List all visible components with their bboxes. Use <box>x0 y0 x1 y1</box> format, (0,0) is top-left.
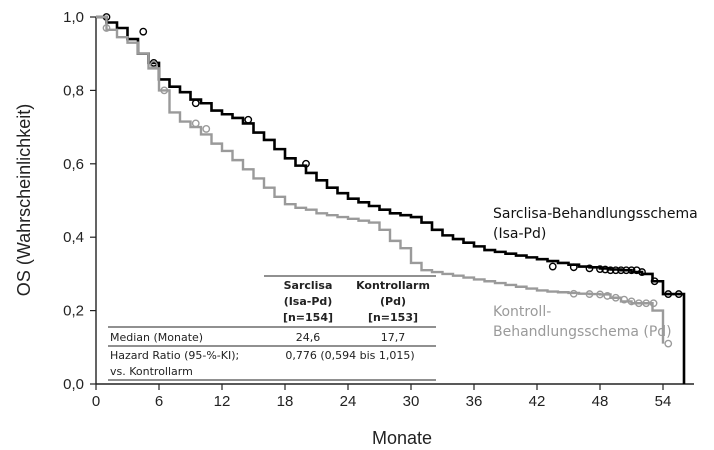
series-label-kontroll-line-2: Behandlungsschema (Pd) <box>493 324 672 340</box>
censor-mark-sarclisa <box>622 266 631 275</box>
col-header-sarclisa-3: [n=154] <box>283 311 333 324</box>
x-tick-label: 42 <box>529 393 546 410</box>
y-tick-label: 0,0 <box>63 376 84 393</box>
censor-mark-kontroll <box>191 119 200 128</box>
censor-mark-sarclisa <box>601 265 610 274</box>
censor-mark-sarclisa <box>638 268 646 276</box>
y-tick-label: 0,6 <box>63 156 84 173</box>
survival-curves <box>96 13 686 384</box>
series-label-sarclisa: Sarclisa-Behandlungsschema (Isa-Pd) <box>493 206 698 242</box>
censor-mark-sarclisa <box>191 99 200 108</box>
x-tick-label: 12 <box>214 393 231 410</box>
series-label-kontroll-line-1: Kontroll- <box>493 304 551 320</box>
censor-mark-kontroll <box>585 290 594 298</box>
y-tick-label: 1,0 <box>63 9 84 26</box>
censor-mark-sarclisa <box>302 159 310 168</box>
censor-mark-kontroll <box>102 24 111 32</box>
x-ticks: 0 6 12 18 24 30 36 42 48 54 <box>92 384 672 410</box>
censor-mark-kontroll <box>160 86 169 95</box>
censor-mark-sarclisa <box>617 266 625 275</box>
summary-table: Sarclisa (Isa-Pd) [n=154] Kontrollarm (P… <box>108 274 438 382</box>
censor-mark-sarclisa <box>569 263 578 272</box>
series-label-sarclisa-line-2: (Isa-Pd) <box>493 226 546 242</box>
censor-mark-sarclisa <box>244 115 253 124</box>
y-ticks: 0,0 0,2 0,4 0,6 0,8 1,0 <box>63 9 96 393</box>
censor-mark-sarclisa <box>674 290 683 298</box>
censor-mark-sarclisa <box>664 290 673 298</box>
censor-mark-sarclisa <box>611 266 620 275</box>
x-tick-label: 18 <box>277 393 294 410</box>
col-header-kontroll-2: (Pd) <box>380 295 406 308</box>
row-median-label: Median (Monate) <box>110 331 203 344</box>
censor-mark-sarclisa <box>606 266 615 275</box>
row-median-kontroll: 17,7 <box>381 331 406 344</box>
x-tick-label: 48 <box>592 393 609 410</box>
y-tick-label: 0,4 <box>63 229 84 246</box>
x-tick-label: 0 <box>92 393 100 410</box>
y-tick-label: 0,2 <box>63 303 84 320</box>
censor-mark-kontroll <box>202 125 211 133</box>
x-axis-title: Monate <box>372 428 432 448</box>
x-tick-label: 24 <box>340 393 357 410</box>
col-header-sarclisa-2: (Isa-Pd) <box>284 295 333 308</box>
series-label-sarclisa-line-1: Sarclisa-Behandlungsschema <box>493 206 698 222</box>
censor-mark-kontroll <box>620 295 629 304</box>
censor-mark-kontroll <box>603 292 612 300</box>
x-tick-label: 54 <box>655 393 672 410</box>
censor-mark-kontroll <box>664 339 673 348</box>
censor-mark-kontroll <box>611 293 620 302</box>
col-header-kontroll-3: [n=153] <box>368 311 418 324</box>
censor-mark-kontroll <box>642 299 651 308</box>
row-hr-label-2: vs. Kontrollarm <box>110 365 193 378</box>
x-tick-label: 36 <box>466 393 483 410</box>
censor-mark-sarclisa <box>139 27 148 36</box>
col-header-kontroll-1: Kontrollarm <box>356 279 430 292</box>
y-tick-label: 0,8 <box>63 82 84 99</box>
censor-mark-sarclisa <box>596 265 604 274</box>
row-hr-value: 0,776 (0,594 bis 1,015) <box>285 349 414 362</box>
curve-kontroll <box>96 15 665 344</box>
censor-mark-sarclisa <box>548 262 557 271</box>
col-header-sarclisa-1: Sarclisa <box>284 279 333 292</box>
censor-mark-kontroll <box>596 290 604 299</box>
censor-mark-kontroll <box>627 297 636 306</box>
censor-mark-sarclisa <box>627 266 636 275</box>
series-label-kontroll: Kontroll- Behandlungsschema (Pd) <box>493 304 672 340</box>
row-hr-label-1: Hazard Ratio (95-%-KI); <box>110 349 239 362</box>
row-median-sarclisa: 24,6 <box>296 331 321 344</box>
table-background <box>108 274 438 382</box>
censor-mark-kontroll <box>634 299 643 308</box>
x-tick-label: 6 <box>155 393 163 410</box>
censor-mark-kontroll <box>649 299 658 308</box>
y-axis-title: OS (Wahrscheinlichkeit) <box>14 104 34 296</box>
axes: 0,0 0,2 0,4 0,6 0,8 1,0 0 6 12 18 24 30 36 42 48 54 <box>63 9 694 410</box>
censor-mark-kontroll <box>149 60 158 69</box>
x-tick-label: 30 <box>403 393 420 410</box>
censor-mark-kontroll <box>569 289 578 298</box>
censor-mark-sarclisa <box>585 264 594 273</box>
censor-mark-sarclisa <box>650 277 659 286</box>
